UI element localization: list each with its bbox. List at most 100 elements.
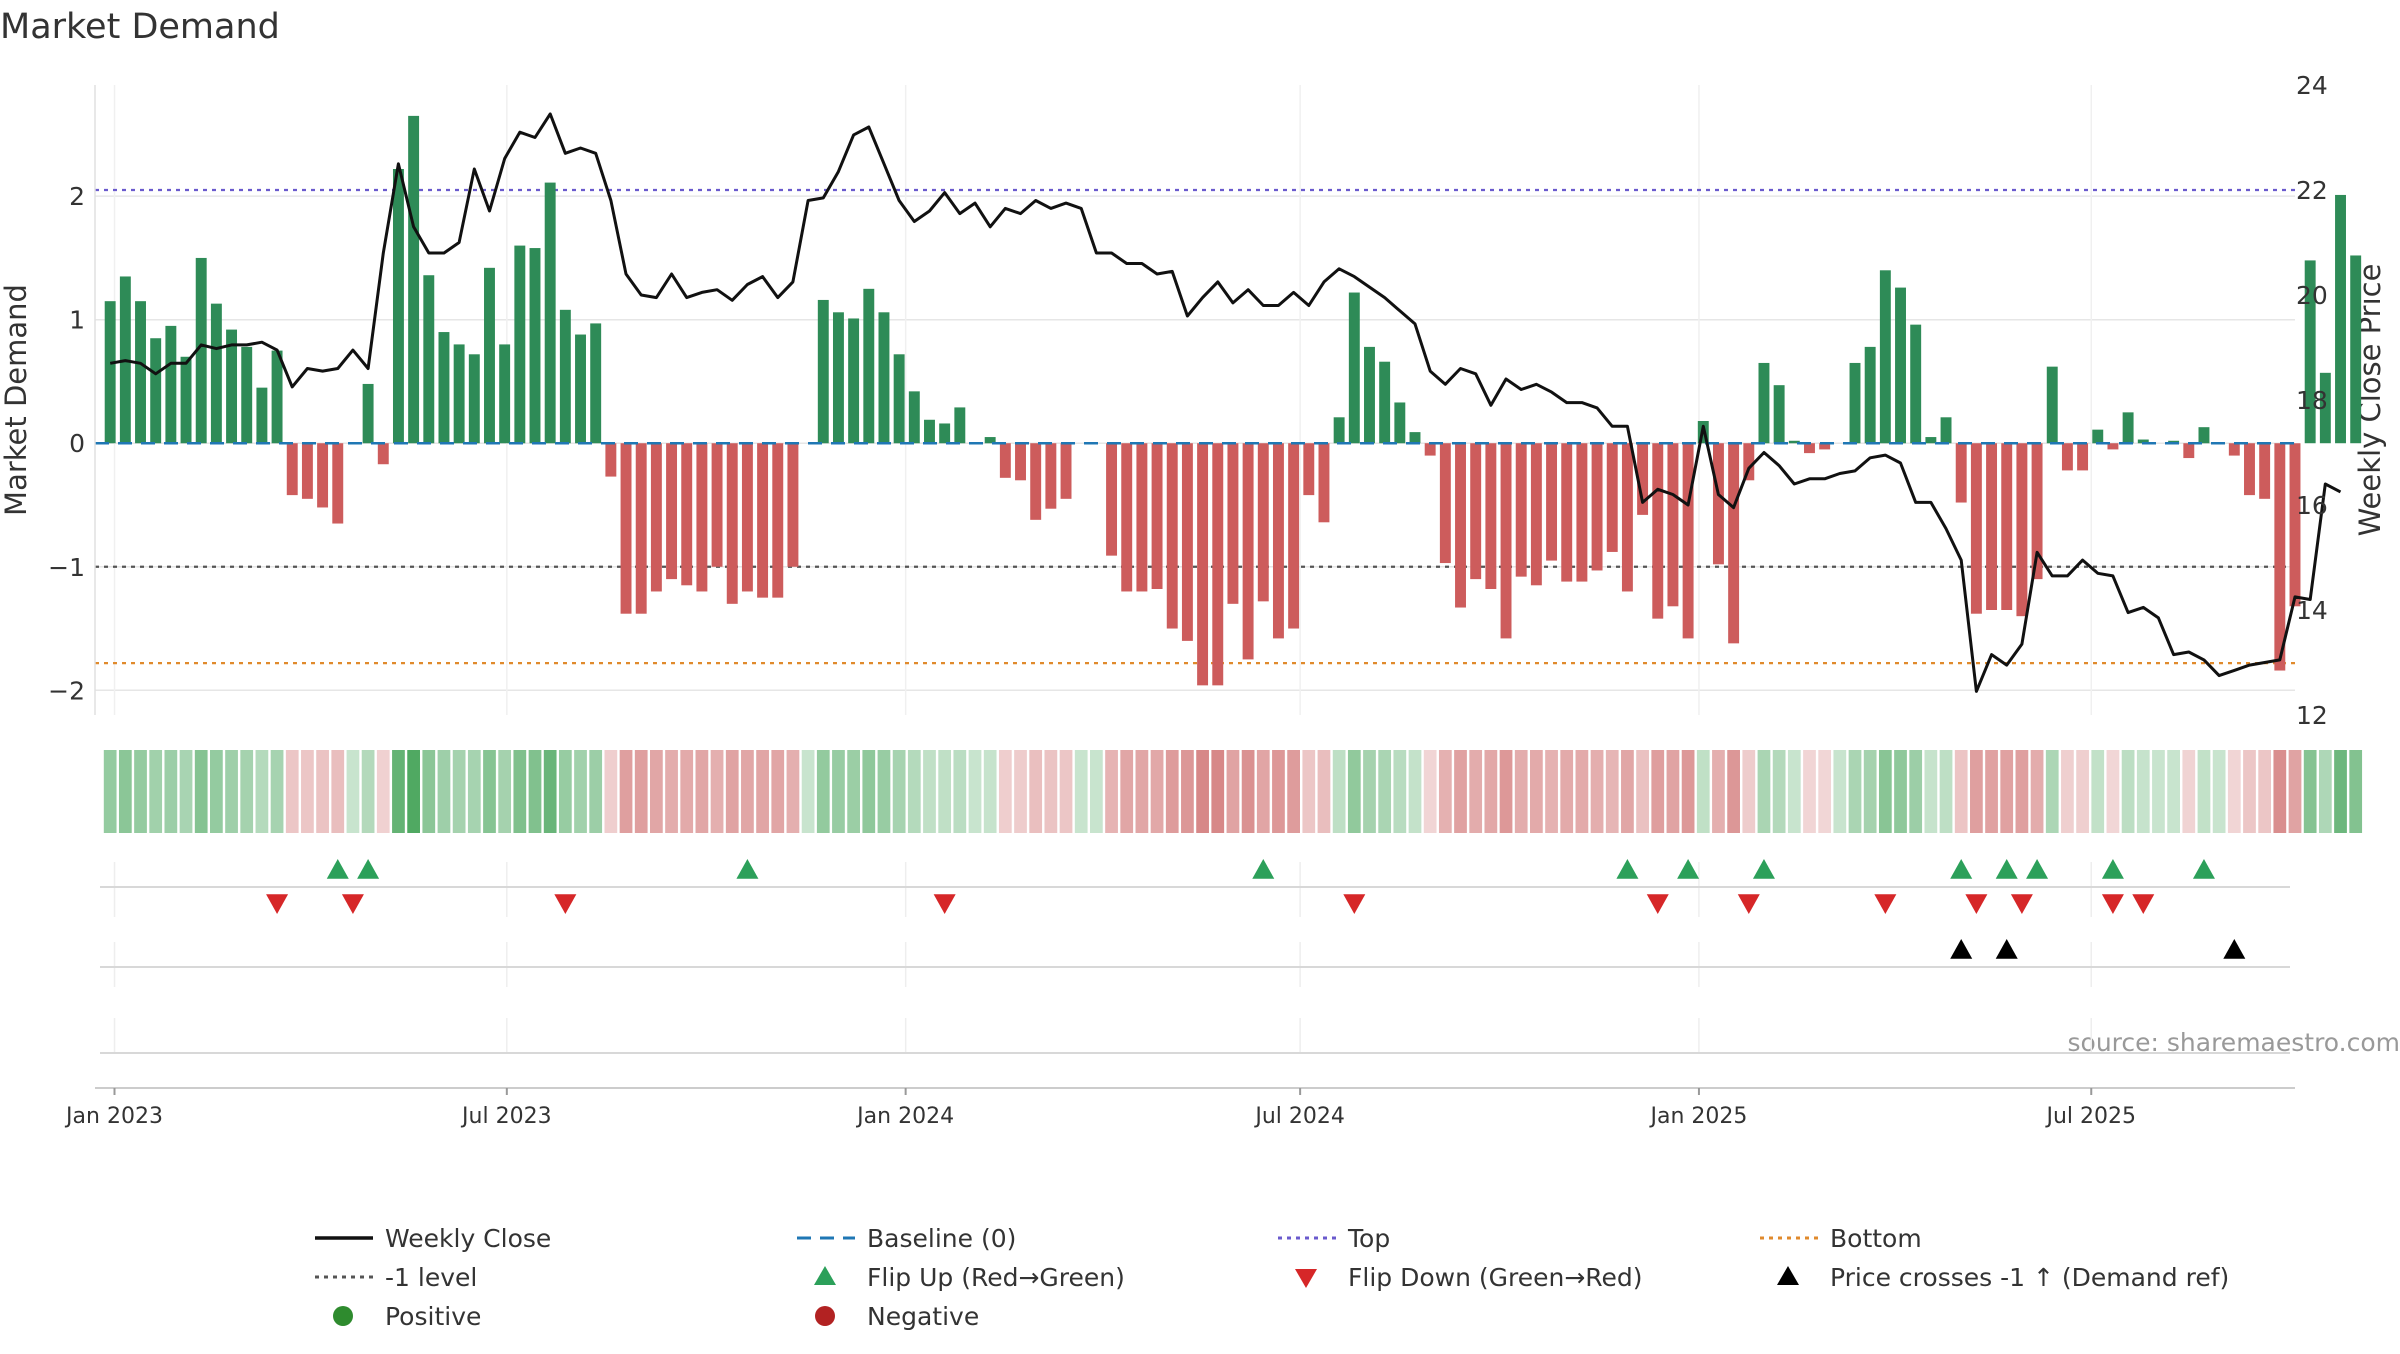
demand-bar bbox=[302, 443, 313, 499]
strip-cell bbox=[256, 750, 269, 833]
strip-cell bbox=[1302, 750, 1315, 833]
demand-bar bbox=[1319, 443, 1330, 522]
strip-cell bbox=[1424, 750, 1437, 833]
demand-bar bbox=[150, 338, 161, 443]
strip-cell bbox=[2016, 750, 2029, 833]
demand-bar bbox=[1531, 443, 1542, 585]
strip-cell bbox=[832, 750, 845, 833]
strip-cell bbox=[1227, 750, 1240, 833]
x-tick-label: Jul 2025 bbox=[2044, 1104, 2136, 1129]
strip-cell bbox=[104, 750, 117, 833]
demand-bar bbox=[2062, 443, 2073, 470]
demand-bar bbox=[165, 326, 176, 443]
demand-bar bbox=[545, 183, 556, 444]
strip-cell bbox=[240, 750, 253, 833]
x-tick-label: Jul 2023 bbox=[460, 1104, 552, 1129]
strip-cell bbox=[392, 750, 405, 833]
demand-bar bbox=[2077, 443, 2088, 470]
event-markers bbox=[100, 859, 2290, 1053]
legend-item: Top bbox=[1278, 1224, 1390, 1253]
strip-cell bbox=[2334, 750, 2347, 833]
strip-cell bbox=[407, 750, 420, 833]
demand-bar bbox=[1349, 293, 1360, 444]
strip-cell bbox=[1940, 750, 1953, 833]
demand-bar bbox=[181, 357, 192, 443]
strip-cell bbox=[589, 750, 602, 833]
demand-bar bbox=[818, 300, 829, 443]
demand-bar bbox=[1470, 443, 1481, 579]
demand-bar bbox=[1925, 437, 1936, 443]
strip-cell bbox=[225, 750, 238, 833]
demand-bar bbox=[1607, 443, 1618, 552]
strip-cell bbox=[2091, 750, 2104, 833]
flip-up-marker bbox=[1252, 859, 1274, 879]
demand-bar bbox=[1956, 443, 1967, 502]
flip-down-marker bbox=[1343, 894, 1365, 914]
demand-bar bbox=[1182, 443, 1193, 641]
strip-cell bbox=[665, 750, 678, 833]
strip-cell bbox=[1788, 750, 1801, 833]
demand-bar bbox=[1683, 443, 1694, 638]
strip-cell bbox=[1029, 750, 1042, 833]
legend-label: Price crosses -1 ↑ (Demand ref) bbox=[1830, 1263, 2229, 1292]
demand-bar bbox=[1379, 362, 1390, 444]
demand-bar bbox=[241, 347, 252, 443]
strip-cell bbox=[2213, 750, 2226, 833]
demand-bar bbox=[1227, 443, 1238, 604]
demand-bar bbox=[378, 443, 389, 464]
demand-bar bbox=[484, 268, 495, 443]
legend-label: Flip Down (Green→Red) bbox=[1348, 1263, 1643, 1292]
strip-cell bbox=[1120, 750, 1133, 833]
legend-label: Bottom bbox=[1830, 1224, 1922, 1253]
demand-bar bbox=[621, 443, 632, 613]
strip-cell bbox=[1166, 750, 1179, 833]
demand-bar bbox=[605, 443, 616, 476]
strip-cell bbox=[1591, 750, 1604, 833]
strip-cell bbox=[862, 750, 875, 833]
strip-cell bbox=[1697, 750, 1710, 833]
y-axis-label-left: Market Demand bbox=[0, 284, 33, 516]
strip-cell bbox=[1333, 750, 1346, 833]
strip-cell bbox=[908, 750, 921, 833]
demand-bar bbox=[2183, 443, 2194, 458]
strip-cell bbox=[574, 750, 587, 833]
demand-bar bbox=[2259, 443, 2270, 499]
strip-cell bbox=[771, 750, 784, 833]
legend-swatch-triangle-up bbox=[1777, 1266, 1799, 1285]
right-tick-label: 18 bbox=[2296, 386, 2328, 415]
left-tick-label: −2 bbox=[48, 676, 85, 705]
strip-cell bbox=[1242, 750, 1255, 833]
demand-bar bbox=[1592, 443, 1603, 570]
legend-label: Positive bbox=[385, 1302, 481, 1331]
strip-cell bbox=[1955, 750, 1968, 833]
strip-cell bbox=[1576, 750, 1589, 833]
strip-cell bbox=[529, 750, 542, 833]
demand-bar bbox=[1667, 443, 1678, 606]
strip-cell bbox=[2061, 750, 2074, 833]
strip-cell bbox=[696, 750, 709, 833]
strip-cell bbox=[1454, 750, 1467, 833]
strip-cell bbox=[1151, 750, 1164, 833]
demand-bar bbox=[363, 384, 374, 443]
strip-cell bbox=[316, 750, 329, 833]
x-tick-label: Jul 2024 bbox=[1253, 1104, 1345, 1129]
demand-bar bbox=[696, 443, 707, 591]
strip-cell bbox=[2182, 750, 2195, 833]
strip-cell bbox=[1621, 750, 1634, 833]
demand-bar bbox=[1516, 443, 1527, 576]
demand-heat-strip bbox=[104, 750, 2362, 833]
strip-cell bbox=[999, 750, 1012, 833]
demand-bar bbox=[2123, 412, 2134, 443]
demand-bar bbox=[1243, 443, 1254, 659]
strip-cell bbox=[1196, 750, 1209, 833]
demand-bar bbox=[1804, 443, 1815, 453]
demand-bar bbox=[1850, 363, 1861, 443]
legend-label: -1 level bbox=[385, 1263, 477, 1292]
strip-cell bbox=[1060, 750, 1073, 833]
strip-cell bbox=[2304, 750, 2317, 833]
strip-cell bbox=[1636, 750, 1649, 833]
demand-bar bbox=[879, 312, 890, 443]
demand-bar bbox=[469, 354, 480, 443]
strip-cell bbox=[1287, 750, 1300, 833]
